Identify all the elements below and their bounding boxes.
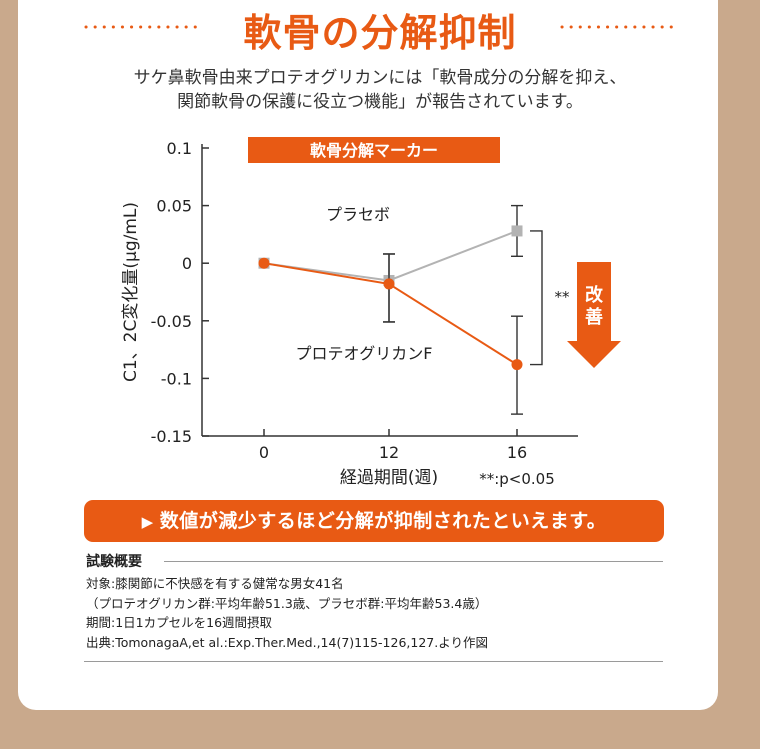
data-point bbox=[511, 225, 523, 237]
x-axis-title: 経過期間(週) bbox=[340, 468, 438, 488]
trial-bottom-rule bbox=[84, 661, 663, 662]
trial-line-subjects: 対象:膝関節に不快感を有する健常な男女41名 bbox=[86, 576, 344, 591]
intro-line-2: 関節軟骨の保護に役立つ機能」が報告されています。 bbox=[177, 92, 583, 112]
trial-heading-rule bbox=[164, 561, 663, 562]
chart-layer: 0.1 0.05 0 -0.05 -0.1 -0.15 0 12 16 経過期間(週) C1、2C変… bbox=[121, 137, 621, 488]
data-point bbox=[383, 278, 395, 290]
conclusion-banner: ▶ 数値が減少するほど分解が抑制されたといえます。 bbox=[84, 500, 664, 542]
play-triangle-icon: ▶ bbox=[141, 513, 154, 531]
significance-bracket bbox=[530, 230, 543, 366]
data-point bbox=[511, 359, 523, 371]
intro-line-1: サケ鼻軟骨由来プロテオグリカンには「軟骨成分の分解を抑え、 bbox=[133, 68, 627, 88]
series-label: プロテオグリカンF bbox=[296, 344, 433, 363]
page-title: 軟骨の分解抑制 bbox=[243, 11, 517, 55]
conclusion-text: 数値が減少するほど分解が抑制されたといえます。 bbox=[159, 510, 607, 532]
y-tick-label: 0.1 bbox=[167, 139, 192, 158]
x-tick-label: 16 bbox=[507, 443, 527, 462]
trial-heading: 試験概要 bbox=[86, 554, 142, 570]
significance-marker: ** bbox=[555, 288, 571, 306]
y-tick-label: -0.1 bbox=[161, 369, 192, 388]
y-axis-title: C1、2C変化量(μg/mL) bbox=[121, 202, 141, 382]
intro-text: サケ鼻軟骨由来プロテオグリカンには「軟骨成分の分解を抑え、 関節軟骨の保護に役立… bbox=[0, 66, 760, 114]
chart-title: 軟骨分解マーカー bbox=[310, 141, 438, 160]
y-tick-label: 0.05 bbox=[156, 197, 192, 216]
y-tick-label: 0 bbox=[182, 254, 192, 273]
trial-details: 対象:膝関節に不快感を有する健常な男女41名 （プロテオグリカン群:平均年齢51… bbox=[86, 574, 488, 652]
title-dots-left bbox=[84, 25, 202, 29]
data-point bbox=[258, 257, 270, 269]
series-label: プラセボ bbox=[326, 205, 390, 224]
x-tick-label: 12 bbox=[379, 443, 399, 462]
series-line bbox=[263, 230, 518, 282]
x-tick-label: 0 bbox=[259, 443, 269, 462]
significance-note: **:p<0.05 bbox=[479, 470, 555, 488]
title-dots-right bbox=[560, 25, 678, 29]
chart: 0.1 0.05 0 -0.05 -0.1 -0.15 0 12 16 経過期間(週) C1、2C変… bbox=[121, 137, 621, 488]
improvement-arrow bbox=[567, 262, 621, 368]
improvement-label-char: 善 bbox=[585, 306, 603, 328]
trial-line-groups: （プロテオグリカン群:平均年齢51.3歳、プラセボ群:平均年齢53.4歳） bbox=[86, 595, 488, 611]
trial-line-period: 期間:1日1カプセルを16週間摂取 bbox=[86, 615, 273, 630]
y-tick-label: -0.15 bbox=[151, 427, 192, 446]
trial-line-source: 出典:TomonagaA,et al.:Exp.Ther.Med.,14(7)1… bbox=[86, 634, 488, 650]
improvement-label-char: 改 bbox=[585, 284, 604, 306]
chart-title-box bbox=[248, 137, 500, 163]
y-tick-label: -0.05 bbox=[151, 312, 192, 331]
